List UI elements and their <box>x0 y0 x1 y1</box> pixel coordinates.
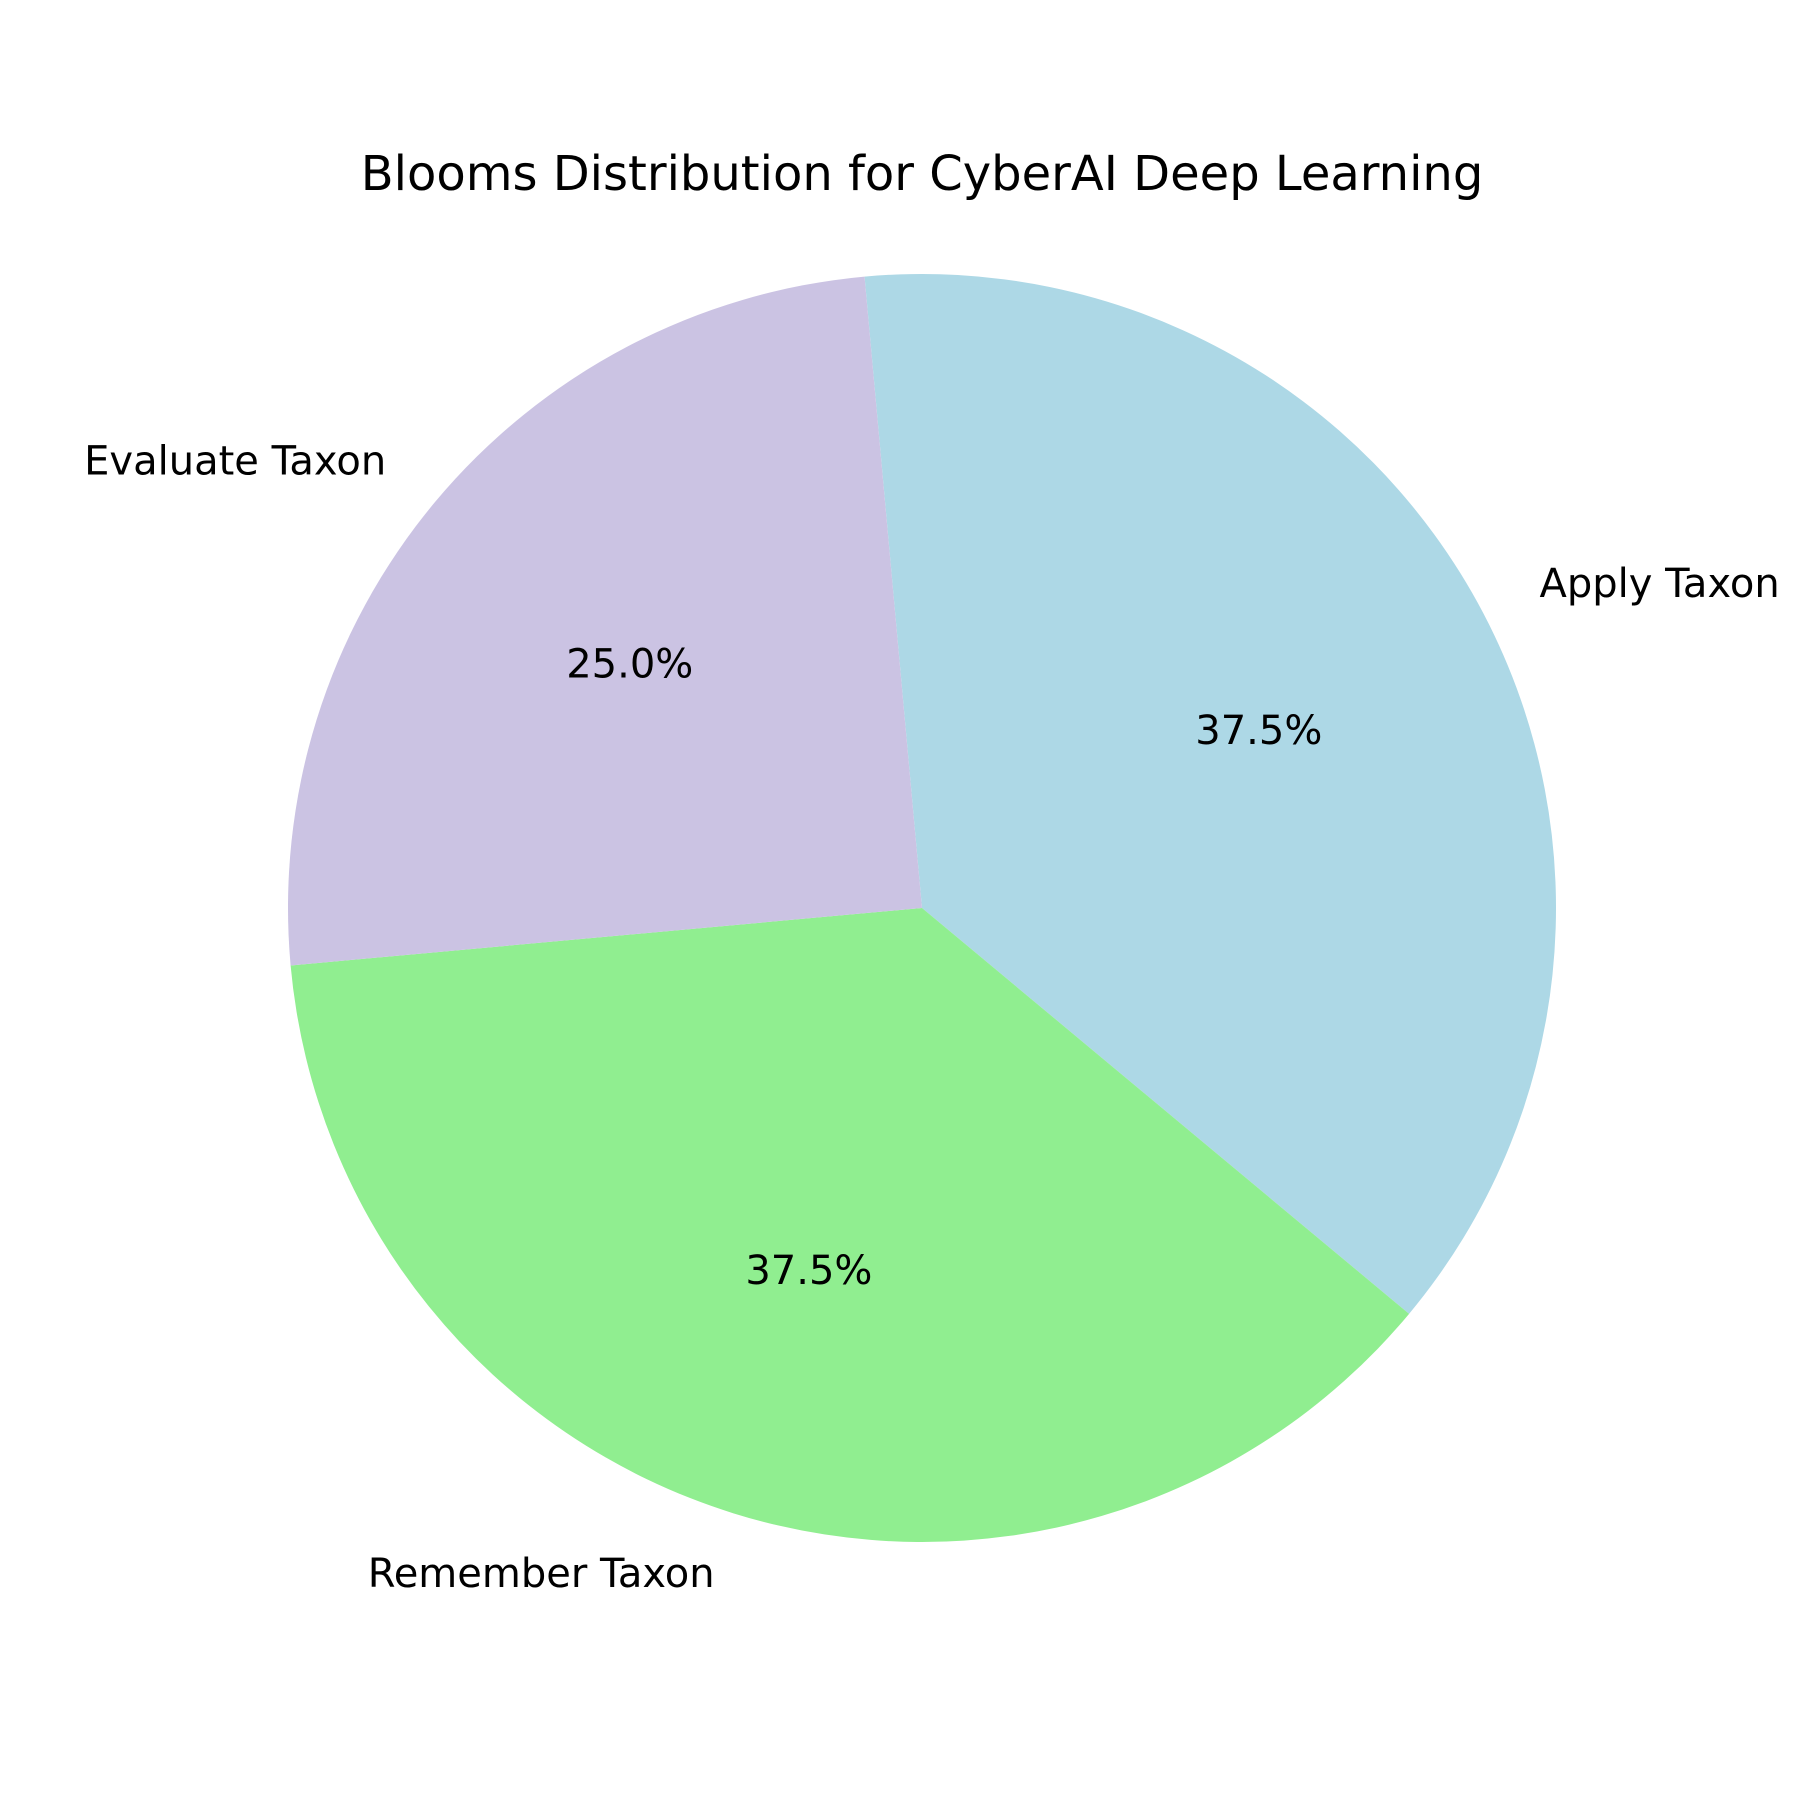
pie-slice-evaluate-taxon <box>288 276 922 966</box>
pie-value-label-remember-taxon: 37.5% <box>745 1248 872 1294</box>
pie-slice-remember-taxon <box>290 908 1410 1543</box>
pie-category-label-remember-taxon: Remember Taxon <box>368 1551 715 1597</box>
pie-value-label-apply-taxon: 37.5% <box>1195 708 1322 754</box>
pie-slices <box>288 273 1556 1543</box>
chart-title: Blooms Distribution for CyberAI Deep Lea… <box>361 146 1484 202</box>
pie-category-label-apply-taxon: Apply Taxon <box>1539 561 1779 607</box>
pie-labels: 37.5% Apply Taxon 37.5% Remember Taxon 25.0%… <box>84 439 1780 1597</box>
pie-category-label-evaluate-taxon: Evaluate Taxon <box>84 439 386 485</box>
pie-slice-apply-taxon <box>864 273 1556 1314</box>
pie-value-label-evaluate-taxon: 25.0% <box>566 642 693 688</box>
